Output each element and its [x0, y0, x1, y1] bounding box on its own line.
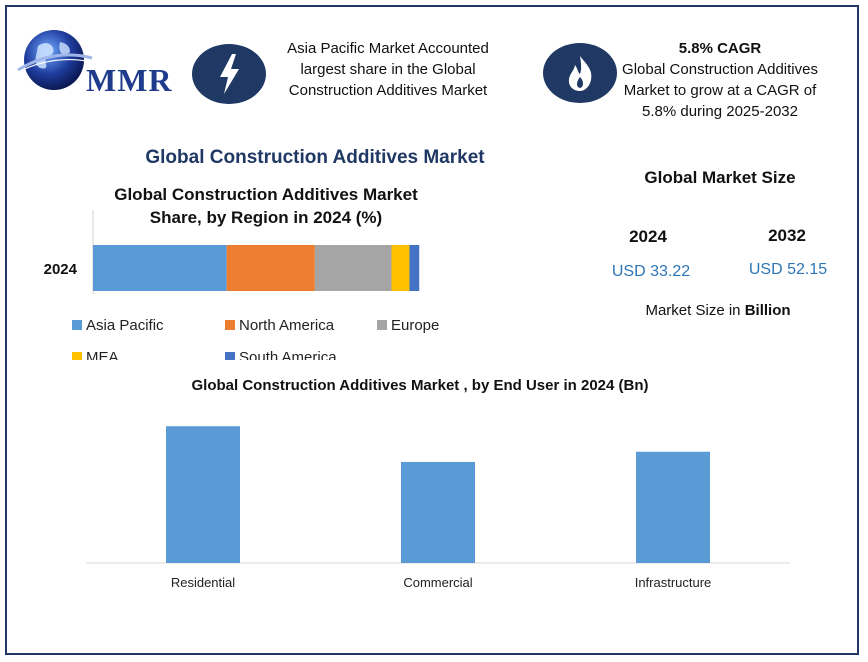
legend-swatch-europe	[377, 320, 387, 330]
region-segment-mea	[391, 245, 410, 291]
info-cagr: 5.8% CAGR Global Construction Additives …	[612, 38, 828, 122]
end-user-bar-infrastructure	[636, 451, 710, 563]
lightning-icon	[220, 54, 239, 94]
end-user-tick-infrastructure: Infrastructure	[635, 575, 712, 590]
legend-swatch-mea	[72, 352, 82, 360]
flame-icon-badge	[543, 43, 617, 103]
mmr-logo: MMR	[14, 26, 174, 98]
kpi-value-2024: USD 33.22	[611, 263, 691, 280]
legend-label-asia-pacific: Asia Pacific	[86, 317, 164, 334]
logo-text: MMR	[86, 62, 173, 98]
kpi-unit-bold: Billion	[744, 302, 791, 319]
info-asia-pacific: Asia Pacific Market Accounted largest sh…	[287, 40, 489, 99]
legend-label-mea: MEA	[86, 349, 119, 360]
region-share-chart: 2024 Asia Pacific North America Europe MEA So…	[44, 210, 439, 360]
kpi-unit-prefix: Market Size in	[645, 302, 741, 319]
legend-swatch-south-america	[225, 352, 235, 360]
region-segment-south-america	[409, 245, 420, 291]
legend-swatch-north-america	[225, 320, 235, 330]
flame-icon	[568, 56, 592, 91]
legend-label-south-america: South America	[239, 349, 337, 360]
region-category-label: 2024	[44, 261, 78, 278]
kpi-unit: Market Size in Billion	[610, 302, 826, 319]
end-user-bar-chart: Residential Commercial Infrastructure	[86, 426, 790, 590]
cagr-text: Global Construction Additives Market to …	[622, 61, 818, 120]
end-user-tick-commercial: Commercial	[403, 575, 472, 590]
main-title: Global Construction Additives Market	[145, 147, 485, 168]
legend-swatch-asia-pacific	[72, 320, 82, 330]
legend-label-europe: Europe	[391, 317, 439, 334]
kpi-year-2024: 2024	[629, 227, 667, 246]
region-chart-title: Global Construction Additives Market Sha…	[114, 185, 418, 227]
kpi-year-2032: 2032	[768, 226, 806, 245]
globe-icon	[17, 30, 93, 90]
end-user-bar-residential	[166, 426, 240, 563]
outer-frame	[5, 5, 859, 655]
end-user-tick-residential: Residential	[171, 575, 235, 590]
kpi-title: Global Market Size	[644, 168, 796, 187]
region-segment-europe	[314, 245, 392, 291]
region-segment-asia-pacific	[93, 245, 227, 291]
end-user-bar-commercial	[401, 461, 475, 563]
legend-label-north-america: North America	[239, 317, 335, 334]
kpi-value-2032: USD 52.15	[748, 261, 828, 278]
cagr-title: 5.8% CAGR	[678, 40, 762, 57]
end-user-chart-title: Global Construction Additives Market , b…	[191, 377, 649, 394]
lightning-icon-badge	[192, 44, 266, 104]
region-segment-north-america	[226, 245, 315, 291]
